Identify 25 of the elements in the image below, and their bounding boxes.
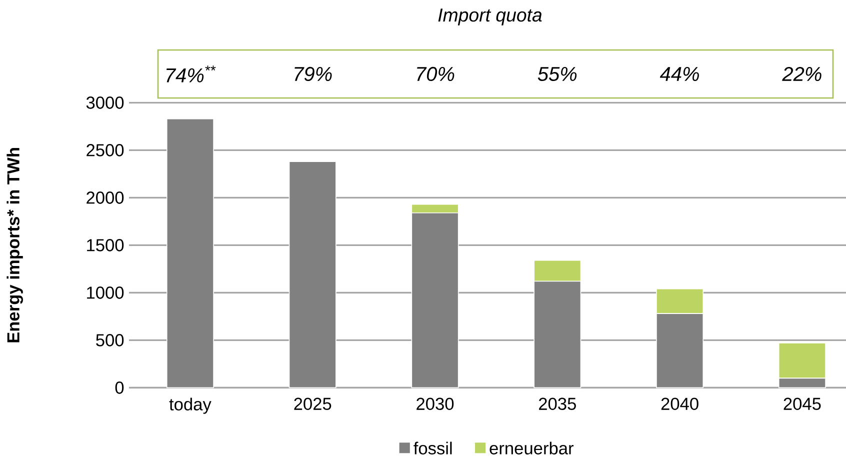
bar	[166, 118, 214, 388]
text: 74%$^{**}$	[166, 66, 216, 82]
text: 55%	[538, 66, 577, 82]
y-tick-label: 2000	[86, 192, 124, 204]
x-tick-label: 2035	[539, 398, 576, 410]
x-tick-label: 2025	[294, 398, 332, 410]
legend-label: fossil	[414, 442, 452, 454]
y-tick-label: 1000	[87, 286, 124, 299]
x-tick-label: today	[169, 398, 212, 414]
x-tick-label: 2045	[784, 398, 821, 410]
bar	[288, 161, 336, 388]
text: 44%	[660, 67, 699, 81]
text: 70%	[417, 66, 454, 82]
y-tick-label: 2500	[86, 144, 124, 156]
y-axis-title: Energy imports* in TWh	[6, 148, 23, 342]
chart-title: Import quota	[438, 8, 542, 26]
text: 22%	[782, 66, 822, 82]
x-tick-label: 2040	[661, 398, 698, 410]
legend-label: erneuerbar	[490, 442, 574, 454]
y-tick-label: 3000	[86, 96, 124, 109]
y-tick-label: 0	[115, 382, 124, 394]
x-tick-label: 2030	[416, 398, 454, 410]
y-tick-label: 500	[96, 334, 124, 346]
y-tick-label: 1500	[87, 239, 124, 252]
text: 79%	[294, 66, 332, 82]
